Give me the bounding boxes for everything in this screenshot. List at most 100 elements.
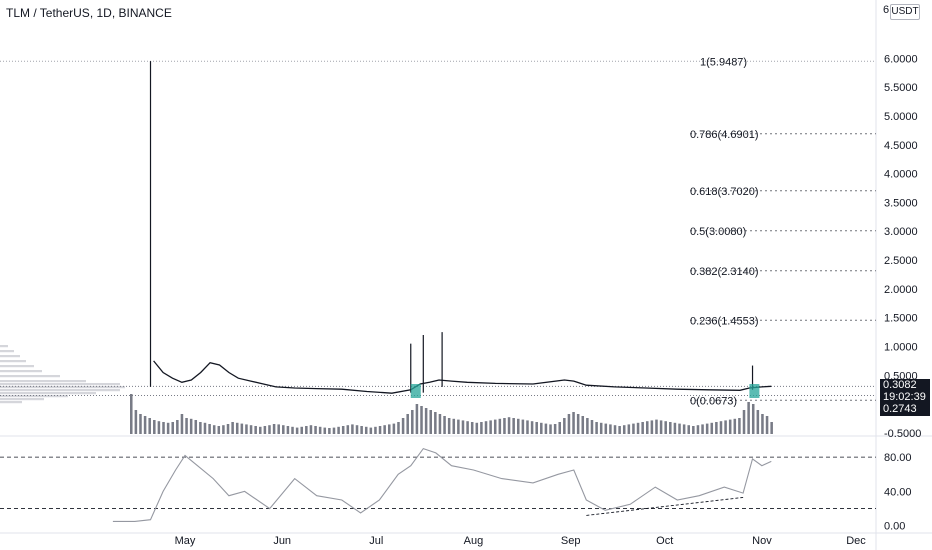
volume-bar <box>277 424 280 434</box>
volume-bar <box>613 425 617 434</box>
volume-bar <box>139 414 142 434</box>
volume-bar <box>369 427 373 434</box>
volume-bar <box>185 418 188 434</box>
volume-bar <box>309 425 313 434</box>
volume-bar <box>148 418 151 434</box>
exchange-label: BINANCE <box>118 6 172 20</box>
volume-bar <box>259 426 262 434</box>
volume-bar <box>212 425 216 434</box>
volume-bar <box>457 419 460 434</box>
volume-bar <box>507 417 511 434</box>
volume-bar <box>291 426 294 434</box>
price-tick-label: 2.5000 <box>884 255 918 267</box>
volume-bar <box>194 420 198 434</box>
volume-bar <box>540 422 543 434</box>
volume-profile-bar <box>0 345 8 348</box>
divergence-line <box>586 496 744 516</box>
volume-profile-bar <box>0 375 60 378</box>
price-axis-label: 19:02:39 <box>880 391 930 404</box>
volume-bar <box>512 418 515 434</box>
volume-profile-bar <box>0 370 42 373</box>
rsi-tick-label: 0.00 <box>884 521 905 533</box>
volume-profile-bar <box>0 365 34 368</box>
volume-bar <box>576 414 580 434</box>
volume-bar <box>535 422 538 434</box>
price-tick-label: 5.0000 <box>884 111 918 123</box>
volume-bar <box>360 426 363 434</box>
chart-title: TLM / TetherUS, 1D, BINANCE <box>6 6 172 20</box>
volume-bar <box>627 424 631 434</box>
volume-bar <box>249 425 253 434</box>
volume-bar <box>153 420 156 434</box>
price-tick-label: 2.0000 <box>884 284 918 296</box>
volume-bar <box>208 424 211 434</box>
fib-level-label: 0.5(3.0080) <box>690 226 746 238</box>
volume-bar <box>134 410 138 434</box>
time-tick-label: Oct <box>656 535 673 547</box>
volume-bar <box>742 410 746 434</box>
volume-profile-bar <box>0 395 68 398</box>
volume-bar <box>747 402 750 434</box>
volume-bar <box>351 424 354 434</box>
volume-profile-bar <box>0 386 125 389</box>
volume-bar <box>673 422 677 434</box>
volume-bar <box>314 426 317 434</box>
volume-bar <box>162 422 165 434</box>
volume-bar <box>305 426 308 434</box>
highlight-marker <box>410 384 421 398</box>
volume-profile-bar <box>0 383 120 386</box>
volume-bar <box>493 419 497 434</box>
volume-bar <box>443 416 446 434</box>
volume-bar <box>383 425 386 434</box>
volume-bar <box>295 427 299 434</box>
volume-bar <box>567 414 571 434</box>
rsi-line <box>112 447 772 522</box>
volume-bar <box>171 422 174 434</box>
rsi-tick-label: 80.00 <box>884 452 912 464</box>
volume-bar <box>254 426 257 434</box>
volume-bar <box>719 421 723 434</box>
price-line <box>153 360 772 394</box>
volume-profile-bar <box>0 380 86 383</box>
fib-level-label: 1(5.9487) <box>700 56 747 68</box>
rsi-tick-label: 40.00 <box>884 486 912 498</box>
volume-bar <box>715 422 718 434</box>
volume-bar <box>646 421 649 434</box>
volume-bar <box>282 425 285 434</box>
price-tick-label: 1.0000 <box>884 342 918 354</box>
price-tick-label: 6.0000 <box>884 53 918 65</box>
currency-badge[interactable]: USDT <box>890 4 920 20</box>
volume-bar <box>203 422 207 434</box>
volume-bar <box>678 423 681 434</box>
volume-bar <box>641 422 644 434</box>
volume-bar <box>231 422 234 434</box>
volume-bar <box>337 426 340 434</box>
volume-bar <box>682 424 686 434</box>
price-tick-label: 3.0000 <box>884 226 918 238</box>
volume-profile-bar <box>0 398 44 401</box>
volume-bar <box>738 418 741 434</box>
fib-level-label: 0.382(2.3140) <box>690 266 759 278</box>
symbol-label[interactable]: TLM / TetherUS <box>6 6 90 20</box>
price-axis-label: 0.3082 <box>880 379 930 392</box>
volume-profile-bar <box>0 360 26 363</box>
volume-bar <box>420 406 423 434</box>
price-tick-label: 1.5000 <box>884 313 918 325</box>
fib-level-label: 0.236(1.4553) <box>690 315 759 327</box>
volume-bar <box>470 422 474 434</box>
volume-bar <box>618 426 621 434</box>
volume-bar <box>586 418 589 434</box>
volume-profile-bar <box>0 355 20 358</box>
volume-bar <box>374 426 377 434</box>
volume-bar <box>235 422 239 434</box>
volume-bar <box>622 425 626 434</box>
interval-label[interactable]: 1D <box>96 6 112 20</box>
volume-bar <box>411 410 414 434</box>
volume-bar <box>650 420 654 434</box>
volume-bar <box>687 425 690 434</box>
volume-bar <box>406 414 409 434</box>
volume-bar <box>632 423 635 434</box>
volume-bar <box>346 425 350 434</box>
volume-bar <box>701 424 704 434</box>
